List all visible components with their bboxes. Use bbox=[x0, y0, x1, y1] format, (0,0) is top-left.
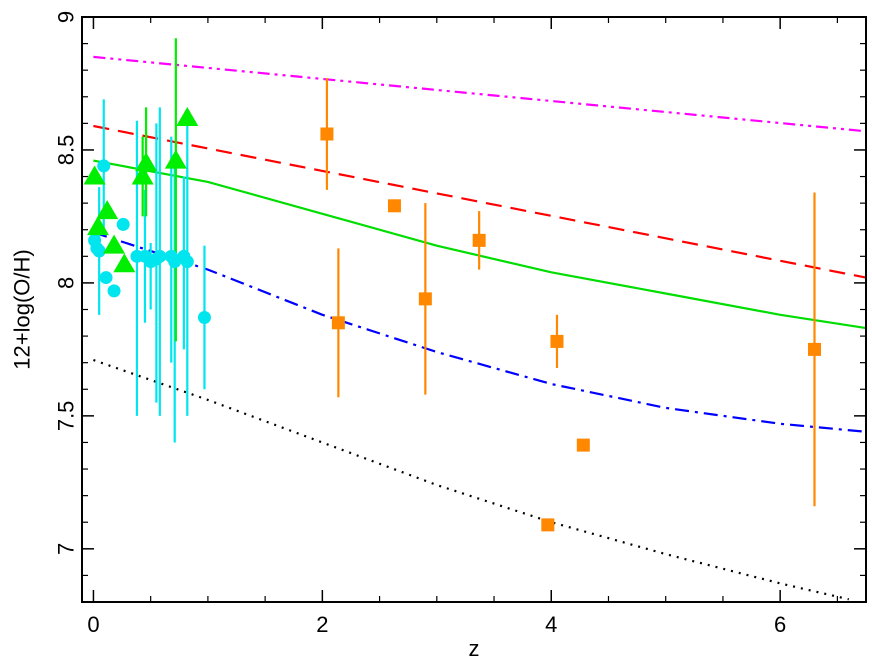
square-marker bbox=[807, 342, 821, 356]
square-marker bbox=[320, 127, 334, 141]
circle-marker bbox=[97, 159, 111, 173]
square-marker bbox=[387, 199, 401, 213]
circle-marker bbox=[180, 255, 194, 269]
triangle-marker bbox=[135, 152, 158, 172]
triangle-marker bbox=[103, 234, 126, 254]
error-bars bbox=[98, 38, 816, 507]
model-curves bbox=[93, 55, 867, 601]
x-tick-label: 2 bbox=[316, 612, 328, 637]
y-tick-label: 8.5 bbox=[54, 135, 79, 166]
triangle-marker bbox=[176, 107, 199, 127]
y-tick-label: 7 bbox=[54, 543, 79, 555]
triangle-marker bbox=[87, 216, 110, 236]
square-marker bbox=[576, 438, 590, 452]
axis-ticks bbox=[82, 16, 866, 602]
triangle-marker bbox=[164, 149, 187, 169]
circle-marker bbox=[197, 310, 211, 324]
square-marker bbox=[418, 292, 432, 306]
data-markers bbox=[83, 107, 821, 532]
tick-labels: 0 2 4 6 7 7.5 8 8.5 9 bbox=[54, 11, 787, 637]
square-marker bbox=[331, 316, 345, 330]
x-tick-label: 4 bbox=[545, 612, 557, 637]
square-marker bbox=[472, 233, 486, 247]
y-tick-label: 7.5 bbox=[54, 401, 79, 432]
circle-marker bbox=[153, 249, 167, 263]
y-axis-label: 12+log(O/H) bbox=[10, 249, 35, 369]
square-marker bbox=[550, 334, 564, 348]
triangle-marker bbox=[83, 165, 106, 185]
circle-marker bbox=[92, 244, 106, 258]
curve-dash-dot-dot bbox=[93, 55, 867, 133]
curve-dashed bbox=[93, 124, 867, 279]
triangle-marker bbox=[96, 200, 119, 220]
x-tick-label: 0 bbox=[87, 612, 99, 637]
square-marker bbox=[541, 518, 555, 532]
x-tick-label: 6 bbox=[774, 612, 786, 637]
x-axis-label: z bbox=[469, 636, 480, 661]
circle-marker bbox=[107, 284, 121, 298]
curve-dotted bbox=[93, 358, 850, 601]
curve-solid bbox=[93, 159, 867, 330]
circle-marker bbox=[116, 217, 130, 231]
y-tick-label: 9 bbox=[54, 11, 79, 23]
circle-marker bbox=[99, 271, 113, 285]
triangle-marker bbox=[131, 165, 154, 185]
triangle-marker bbox=[113, 253, 136, 273]
y-tick-label: 8 bbox=[54, 277, 79, 289]
